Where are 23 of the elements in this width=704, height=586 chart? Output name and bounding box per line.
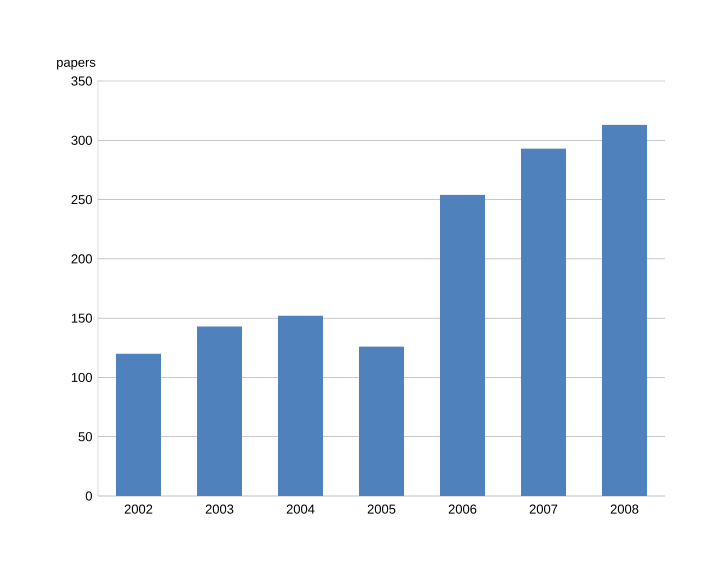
x-tick-label: 2004 xyxy=(286,504,315,514)
y-tick-label: 150 xyxy=(72,314,92,323)
bar xyxy=(440,194,486,496)
bar xyxy=(521,148,566,496)
x-tick-label: 2006 xyxy=(448,504,476,514)
bar xyxy=(278,316,324,496)
x-tick-label: 2008 xyxy=(610,504,638,514)
y-tick-label: 250 xyxy=(72,194,92,204)
y-tick-label: 300 xyxy=(71,136,92,145)
y-tick-label: 350 xyxy=(71,76,92,86)
x-tick-label: 2003 xyxy=(206,504,234,514)
y-tick-label: 100 xyxy=(72,372,92,382)
bar xyxy=(197,326,242,496)
y-axis-title: papers xyxy=(57,60,96,70)
y-tick-label: 0 xyxy=(86,491,92,501)
x-tick-label: 2002 xyxy=(124,504,152,514)
bar xyxy=(116,354,161,496)
y-tick-label: 50 xyxy=(78,432,92,442)
y-tick-label: 200 xyxy=(72,254,92,264)
bar xyxy=(602,124,648,496)
bar xyxy=(359,346,404,496)
x-tick-label: 2005 xyxy=(368,504,396,514)
x-tick-label: 2007 xyxy=(530,504,558,514)
